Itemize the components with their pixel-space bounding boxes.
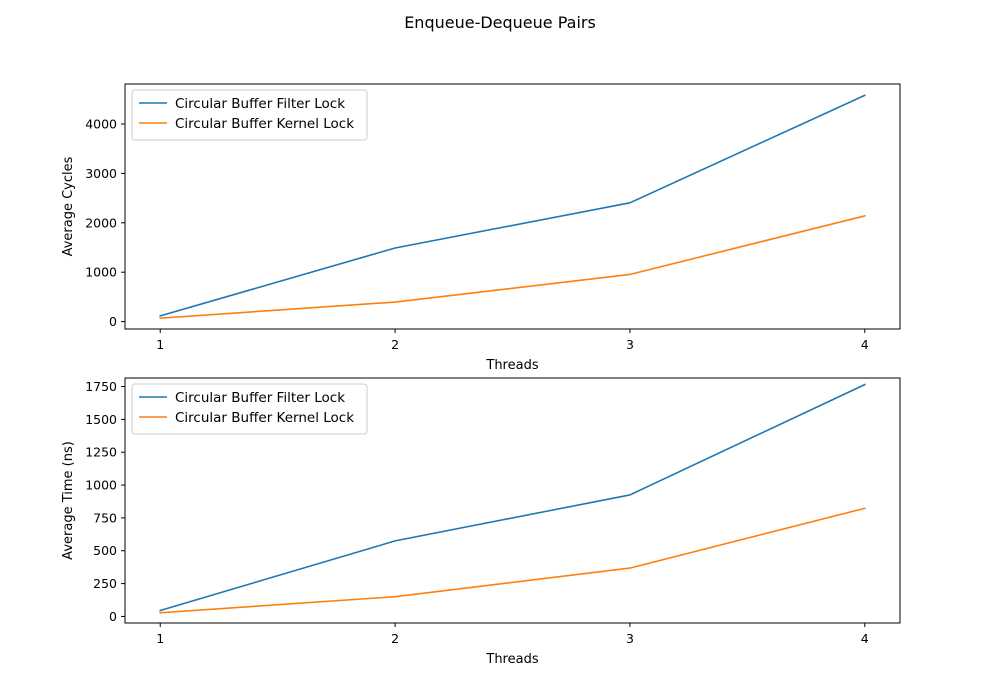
y-tick-label: 4000 — [85, 117, 117, 132]
y-tick-label: 1500 — [85, 412, 117, 427]
y-tick-label: 1000 — [85, 265, 117, 280]
x-tick-label: 3 — [626, 631, 634, 646]
chart-panel-1: 1 2 3 4 0 1000 2000 3000 4000 Threads Average Cycl… — [61, 83, 901, 373]
legend: Circular Buffer Filter Lock Circular Buff… — [131, 89, 368, 141]
x-axis-label: Threads — [485, 652, 538, 667]
series-line-1 — [159, 94, 866, 317]
y-tick-label: 2000 — [85, 215, 117, 230]
series-line-2 — [159, 214, 866, 319]
x-tick-label: 2 — [391, 631, 399, 646]
x-tick-label: 1 — [156, 337, 164, 352]
y-tick-label: 1750 — [85, 379, 117, 394]
x-tick-label: 1 — [156, 631, 164, 646]
y-tick-label: 1000 — [85, 478, 117, 493]
y-tick-label: 500 — [93, 543, 117, 558]
y-axis-label: Average Cycles — [61, 156, 76, 256]
plot-frame — [124, 83, 901, 330]
y-tick-label: 750 — [93, 510, 117, 525]
x-tick-label: 4 — [861, 631, 869, 646]
legend-label-2: Circular Buffer Kernel Lock — [175, 116, 354, 132]
legend-label-1: Circular Buffer Filter Lock — [175, 96, 345, 112]
plot-frame — [124, 377, 901, 624]
chart-panels: 1 2 3 4 0 1000 2000 3000 4000 Threads Average Cycl… — [61, 83, 901, 667]
legend-frame — [131, 89, 368, 141]
y-tick-label: 0 — [109, 314, 117, 329]
x-tick-label: 3 — [626, 337, 634, 352]
legend: Circular Buffer Filter Lock Circular Buff… — [131, 383, 368, 435]
chart-panel-2: 1 2 3 4 0 250 500 750 1000 1250 1500 1750 Threads Ave… — [61, 377, 901, 667]
series-line-2 — [159, 507, 866, 614]
y-tick-label: 0 — [109, 609, 117, 624]
legend-label-1: Circular Buffer Filter Lock — [175, 390, 345, 406]
figure-title: Enqueue-Dequeue Pairs — [404, 13, 596, 32]
y-axis-label: Average Time (ns) — [61, 441, 76, 560]
legend-frame — [131, 383, 368, 435]
y-tick-label: 1250 — [85, 445, 117, 460]
x-tick-label: 2 — [391, 337, 399, 352]
series-line-1 — [159, 383, 866, 612]
x-axis-label: Threads — [485, 358, 538, 373]
y-tick-label: 3000 — [85, 166, 117, 181]
legend-label-2: Circular Buffer Kernel Lock — [175, 410, 354, 426]
y-tick-label: 250 — [93, 576, 117, 591]
x-tick-label: 4 — [861, 337, 869, 352]
